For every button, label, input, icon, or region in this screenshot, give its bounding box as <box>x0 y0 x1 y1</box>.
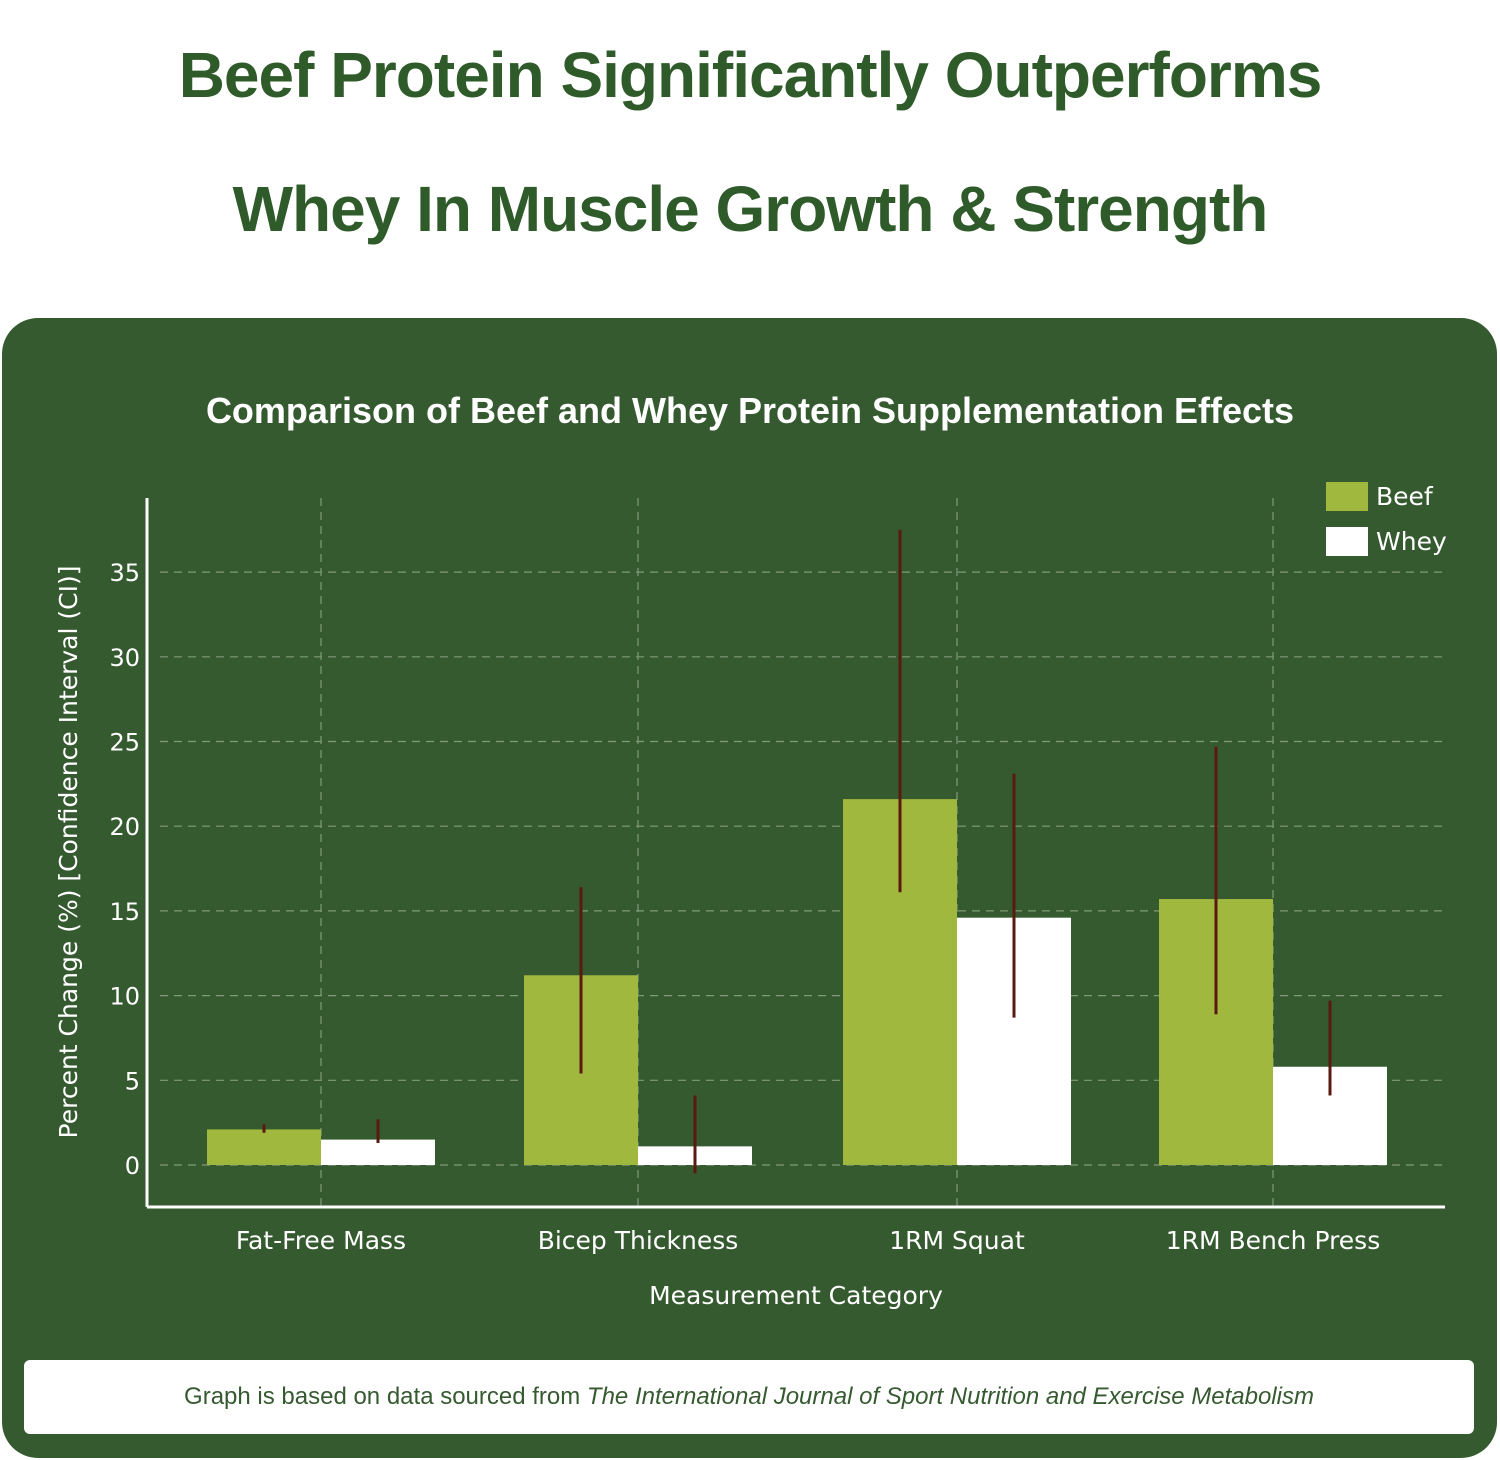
x-tick-label: 1RM Squat <box>889 1226 1025 1255</box>
legend-swatch-beef <box>1326 482 1368 511</box>
y-tick-label: 30 <box>109 644 140 672</box>
y-tick-label: 5 <box>125 1067 140 1095</box>
y-tick-label: 0 <box>125 1152 140 1180</box>
x-tick-label: Bicep Thickness <box>538 1226 739 1255</box>
bar-beef <box>207 1129 321 1165</box>
x-axis-label: Measurement Category <box>649 1281 943 1310</box>
y-tick-label: 10 <box>109 983 140 1011</box>
source-footer: Graph is based on data sourced from The … <box>24 1360 1474 1434</box>
y-tick-label: 35 <box>109 559 140 587</box>
headline-line-1: Beef Protein Significantly Outperforms <box>178 39 1323 111</box>
footer-prefix: Graph is based on data sourced from <box>184 1383 587 1410</box>
legend-label-beef: Beef <box>1376 482 1434 511</box>
chart-panel <box>2 318 1497 1458</box>
footer-source: The International Journal of Sport Nutri… <box>586 1383 1314 1410</box>
chart-title: Comparison of Beef and Whey Protein Supp… <box>205 390 1295 431</box>
headline: Beef Protein Significantly Outperforms W… <box>10 8 1490 276</box>
legend-swatch-whey <box>1326 527 1368 556</box>
y-tick-label: 20 <box>109 813 140 841</box>
legend-label-whey: Whey <box>1376 527 1447 556</box>
x-tick-label: Fat-Free Mass <box>236 1226 406 1255</box>
headline-line-2: Whey In Muscle Growth & Strength <box>232 173 1269 245</box>
y-tick-label: 25 <box>109 729 140 757</box>
x-tick-label: 1RM Bench Press <box>1166 1226 1381 1255</box>
y-axis-label: Percent Change (%) [Confidence Interval … <box>54 566 83 1139</box>
bar-whey <box>321 1139 435 1165</box>
y-tick-label: 15 <box>109 898 140 926</box>
